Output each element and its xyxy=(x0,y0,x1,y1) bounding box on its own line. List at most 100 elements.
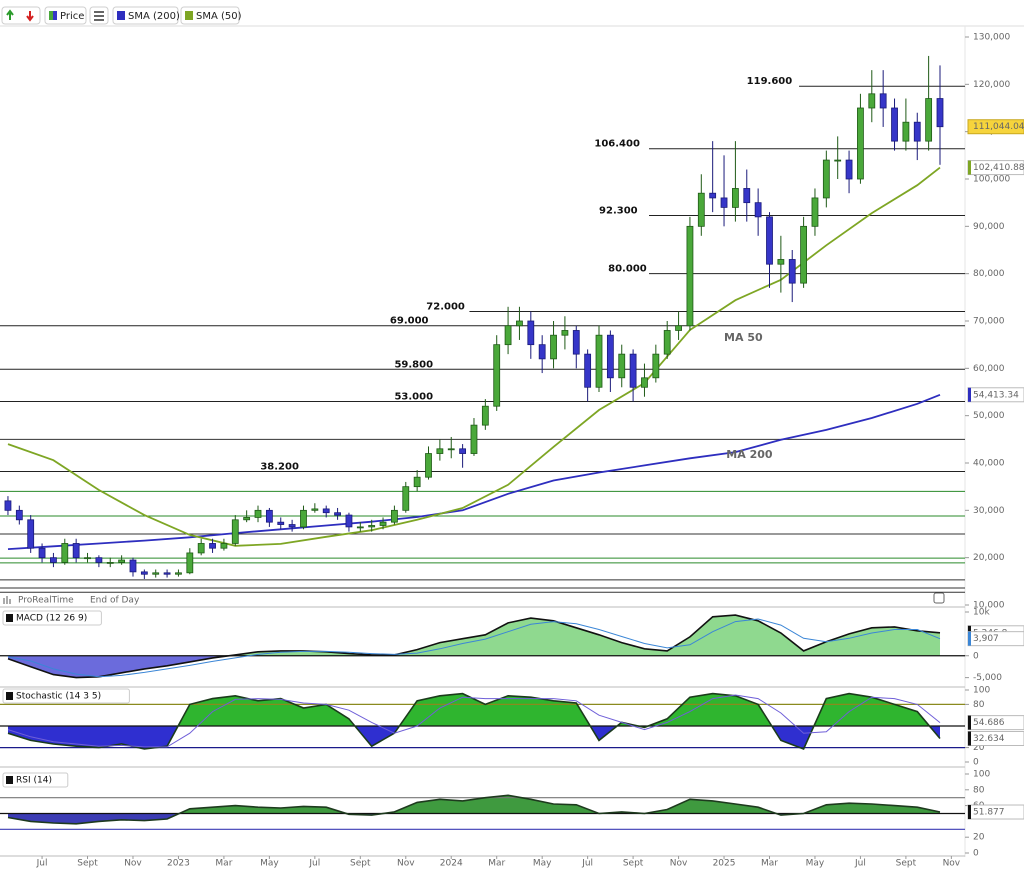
candle-body xyxy=(822,159,830,199)
toolbar: Price SMA (200) SMA (50) xyxy=(1,6,242,25)
x-tick-label: 2025 xyxy=(713,859,736,869)
indicator-line xyxy=(7,794,941,825)
x-tick-label: May xyxy=(260,859,279,869)
level-label: 53.000 xyxy=(394,391,433,402)
area-below xyxy=(8,655,940,678)
candle-body xyxy=(686,225,694,327)
y-tick-label: 20,000 xyxy=(973,553,1005,563)
candle-body xyxy=(356,526,364,529)
candle-body xyxy=(743,188,751,204)
sma200-swatch xyxy=(117,11,125,20)
sma50-swatch xyxy=(185,11,193,20)
candle-body xyxy=(652,353,660,379)
y-tick-label: 100 xyxy=(973,770,990,780)
candle-body xyxy=(254,509,262,518)
candle-body xyxy=(27,519,35,549)
level-label: 38.200 xyxy=(260,462,299,473)
indicator-title: MACD (12 26 9) xyxy=(2,610,102,626)
candle-body xyxy=(175,572,182,575)
candle-body xyxy=(118,559,126,563)
x-tick-label: Jul xyxy=(36,859,48,869)
level-label: 69.000 xyxy=(390,316,429,327)
y-tick-label: 80 xyxy=(973,785,985,795)
value-marker-label: 54.686 xyxy=(973,718,1005,728)
candle-body xyxy=(106,562,114,564)
value-marker-tick xyxy=(968,387,971,402)
y-tick-label: -5,000 xyxy=(973,673,1002,683)
candle-body xyxy=(902,121,910,142)
indicator-line xyxy=(7,618,941,678)
value-marker-tick xyxy=(968,160,971,175)
candle-body xyxy=(925,98,933,142)
candle-body xyxy=(15,509,23,521)
sma50-button[interactable] xyxy=(180,6,240,25)
candle-body xyxy=(834,159,842,162)
x-tick-label: Nov xyxy=(943,859,961,869)
candle-body xyxy=(163,572,171,575)
candle-body xyxy=(697,192,705,227)
candle-body xyxy=(516,320,523,327)
value-marker-label: 51.877 xyxy=(973,808,1005,818)
y-tick-label: 0 xyxy=(973,758,979,768)
candle-body xyxy=(459,448,467,454)
candle-body xyxy=(720,197,728,208)
candle-body xyxy=(140,571,148,575)
up-arrow-icon xyxy=(6,9,14,20)
candle-body xyxy=(561,330,569,336)
source-icon xyxy=(3,596,11,604)
value-marker-tick xyxy=(968,731,971,746)
x-tick-label: Sept xyxy=(623,859,644,869)
candle-body xyxy=(129,559,137,573)
candle-body xyxy=(436,448,444,454)
info-button[interactable] xyxy=(933,592,945,604)
candle-body xyxy=(220,543,228,549)
candle-body xyxy=(413,476,421,488)
indicator-icon xyxy=(6,614,13,622)
candle-body xyxy=(595,334,603,388)
x-tick-label: Mar xyxy=(488,859,505,869)
source-note: End of Day xyxy=(90,596,140,606)
price-icon xyxy=(53,11,57,20)
candle-body xyxy=(402,486,410,511)
x-tick-label: 2024 xyxy=(440,859,463,869)
y-tick-label: 0 xyxy=(973,849,979,859)
x-tick-label: Jul xyxy=(854,859,866,869)
y-tick-label: 80 xyxy=(973,700,985,710)
annotation: MA 50 xyxy=(724,331,763,344)
candle-body xyxy=(675,325,682,331)
area-above xyxy=(8,615,940,656)
candle-body xyxy=(584,353,592,388)
y-tick-label: 10,000 xyxy=(973,601,1005,611)
annotation: MA 200 xyxy=(726,448,773,461)
candle-body xyxy=(50,557,57,563)
candle-body xyxy=(538,344,546,360)
indicator-title-text: MACD (12 26 9) xyxy=(16,614,87,624)
candle-body xyxy=(288,524,296,528)
indicator-title: RSI (14) xyxy=(2,772,69,788)
value-marker-label: 111,044.04 xyxy=(973,122,1024,132)
candle-body xyxy=(891,107,898,142)
area-above xyxy=(8,795,940,814)
candle-body xyxy=(209,543,216,549)
candle-body xyxy=(732,188,739,208)
candle-body xyxy=(606,334,614,379)
y-tick-label: 20 xyxy=(973,743,985,753)
x-tick-label: Sept xyxy=(896,859,917,869)
candle-body xyxy=(186,552,194,574)
y-tick-label: 100 xyxy=(973,686,990,696)
sma200-button[interactable] xyxy=(112,6,179,25)
indicator-title-text: RSI (14) xyxy=(16,776,52,786)
candle-body xyxy=(95,557,103,563)
indicator-line xyxy=(7,694,941,748)
candle-body xyxy=(845,159,853,180)
indicator-title-text: Stochastic (14 3 5) xyxy=(16,692,101,702)
value-marker-label: 32.634 xyxy=(973,734,1005,744)
y-tick-label: 10k xyxy=(973,608,990,618)
candle-body xyxy=(493,344,501,407)
candle-body xyxy=(527,320,535,346)
candle-body xyxy=(879,93,887,109)
x-tick-label: Sept xyxy=(350,859,371,869)
candle-body xyxy=(913,121,921,142)
down-arrow-icon xyxy=(26,11,34,22)
